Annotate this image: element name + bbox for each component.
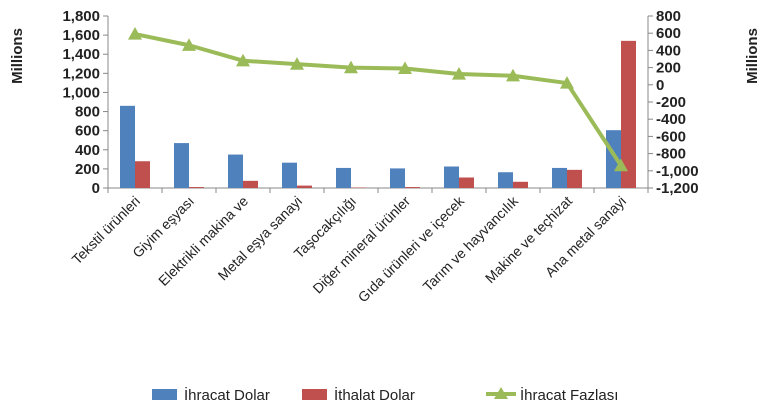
legend-swatch bbox=[152, 389, 177, 400]
y-right-tick-label: -200 bbox=[656, 94, 686, 111]
y-right-tick-label: 0 bbox=[656, 77, 664, 94]
y-left-tick-label: 400 bbox=[75, 142, 100, 159]
legend-swatch-marker bbox=[494, 387, 508, 399]
line-point bbox=[182, 38, 196, 51]
y-left-tick-label: 1,200 bbox=[62, 65, 100, 82]
bar-ithalat bbox=[297, 185, 312, 188]
y-left-tick-label: 1,600 bbox=[62, 27, 100, 44]
y-left-tick-label: 1,800 bbox=[62, 8, 100, 25]
bar-ihracat bbox=[444, 166, 459, 188]
bar-ithalat bbox=[189, 187, 204, 188]
bar-ithalat bbox=[135, 161, 150, 188]
y-left-tick-label: 200 bbox=[75, 161, 100, 178]
line-point bbox=[236, 53, 250, 67]
bar-ihracat bbox=[606, 130, 621, 188]
y-right-tick-label: -800 bbox=[656, 146, 686, 163]
line-ihracat-fazlasi bbox=[134, 32, 623, 167]
y-left-tick-label: 1,400 bbox=[62, 46, 100, 63]
line-point bbox=[398, 61, 412, 75]
bar-ithalat bbox=[405, 187, 420, 188]
x-category-label: Elektrikli makina ve bbox=[155, 193, 251, 289]
y-right-axis-title: Millions bbox=[744, 28, 761, 84]
line-point bbox=[614, 158, 628, 172]
bar-ithalat bbox=[459, 177, 474, 188]
bar-ihracat bbox=[228, 154, 243, 188]
line-point bbox=[506, 68, 520, 82]
line-point bbox=[128, 27, 142, 40]
x-category-label: Gıda ürünleri ve içecek bbox=[355, 192, 468, 305]
legend: İhracat Dolar İthalat Dolar İhracat Fazlas… bbox=[152, 386, 618, 404]
y-right-tick-label: -400 bbox=[656, 111, 686, 128]
bar-ithalat bbox=[513, 181, 528, 188]
y-right-tick-label: -1,000 bbox=[656, 163, 699, 180]
y-left-tick-label: 600 bbox=[75, 123, 100, 140]
y-right-tick-label: 200 bbox=[656, 60, 681, 77]
x-category-label: Tekstil ürünleri bbox=[69, 193, 144, 268]
plot-area: 02004006008001,0001,2001,4001,6001,800-1… bbox=[62, 8, 698, 305]
bar-ihracat bbox=[390, 168, 405, 188]
bar-ihracat bbox=[336, 167, 351, 188]
line-point bbox=[344, 60, 358, 74]
bar-ihracat bbox=[498, 172, 513, 188]
x-category-label: Diğer mineral ürünler bbox=[309, 193, 413, 297]
legend-label: İhracat Dolar bbox=[184, 386, 270, 404]
y-right-tick-label: 800 bbox=[656, 8, 681, 25]
legend-swatch bbox=[302, 389, 327, 400]
legend-label: İhracat Fazlası bbox=[520, 386, 618, 404]
bar-ithalat bbox=[567, 169, 582, 188]
line-point bbox=[290, 57, 304, 70]
bar-ithalat bbox=[621, 40, 636, 188]
bar-ithalat bbox=[243, 180, 258, 188]
x-category-label: Tarım ve hayvancılık bbox=[420, 192, 522, 294]
y-left-tick-label: 0 bbox=[92, 180, 100, 197]
bar-ihracat bbox=[120, 105, 135, 188]
bar-ihracat bbox=[282, 162, 297, 188]
y-right-tick-label: -600 bbox=[656, 128, 686, 145]
line-point bbox=[452, 67, 466, 80]
y-right-tick-label: 600 bbox=[656, 25, 681, 42]
legend-label: İthalat Dolar bbox=[334, 386, 415, 404]
y-left-tick-label: 1,000 bbox=[62, 84, 100, 101]
y-right-tick-label: 400 bbox=[656, 42, 681, 59]
line-point bbox=[560, 76, 574, 89]
y-left-tick-label: 800 bbox=[75, 104, 100, 121]
bar-ihracat bbox=[552, 167, 567, 188]
y-left-axis-title: Millions bbox=[9, 28, 26, 84]
bar-ihracat bbox=[174, 143, 189, 188]
y-right-tick-label: -1,200 bbox=[656, 180, 699, 197]
